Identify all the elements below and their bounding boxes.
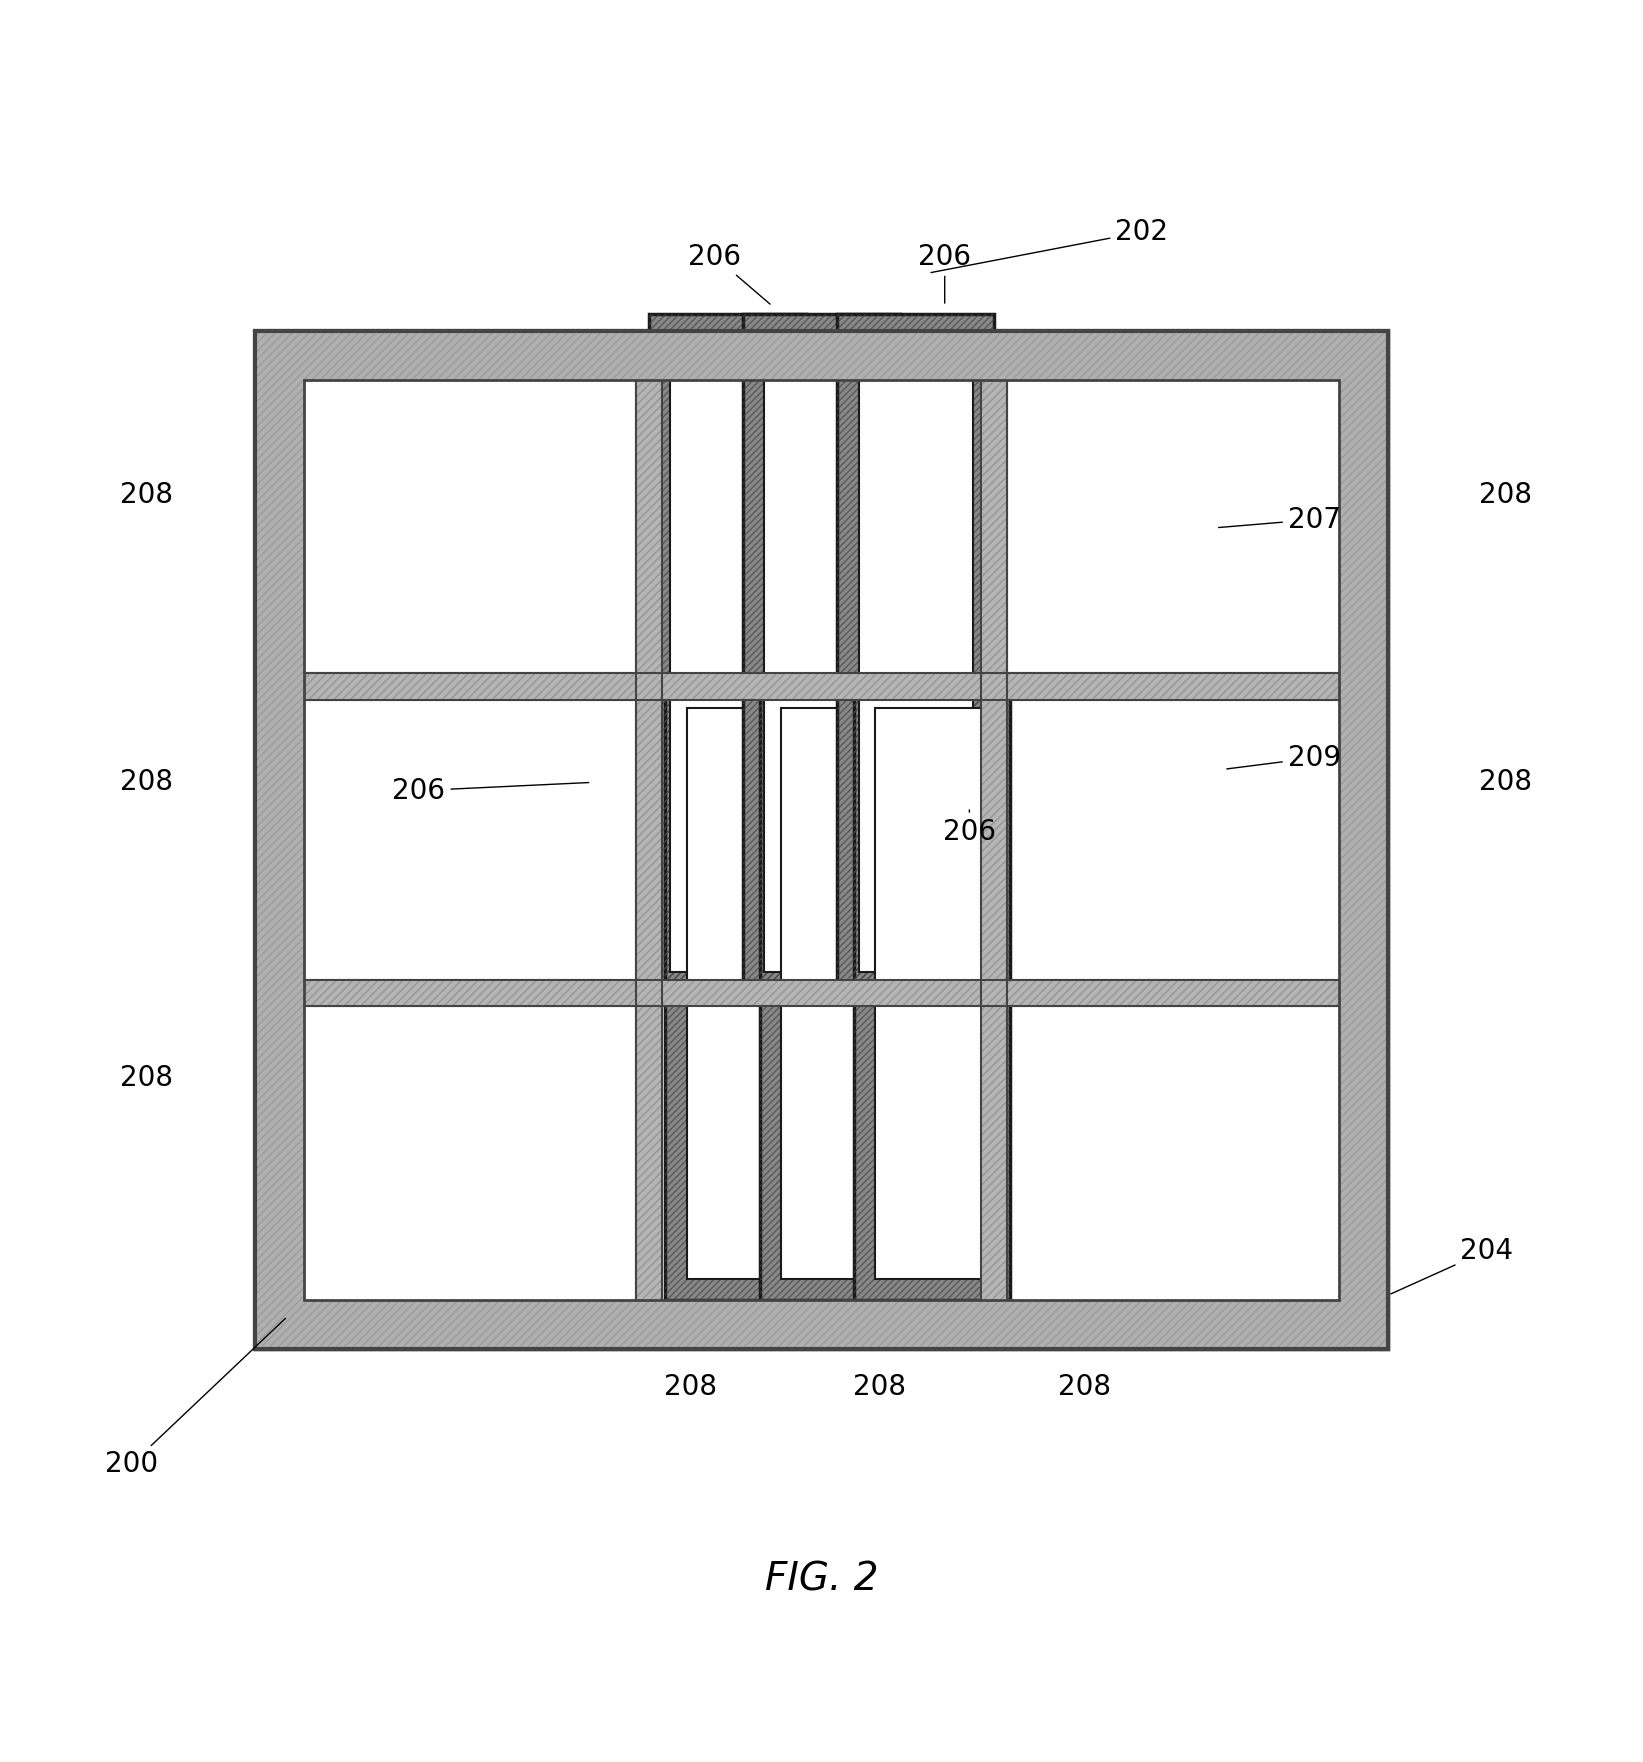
Bar bbox=[649, 314, 805, 994]
Bar bbox=[838, 314, 994, 994]
Bar bbox=[759, 687, 917, 1300]
Bar bbox=[255, 331, 1388, 1350]
Bar bbox=[838, 314, 994, 994]
Bar bbox=[255, 980, 1388, 1006]
Bar bbox=[636, 331, 662, 1350]
Bar bbox=[981, 331, 1007, 1350]
Bar bbox=[981, 331, 1007, 1350]
Bar bbox=[981, 331, 1007, 1350]
Bar bbox=[859, 335, 973, 973]
Text: 208: 208 bbox=[120, 1064, 173, 1092]
Bar bbox=[759, 687, 917, 1300]
Bar bbox=[670, 335, 784, 973]
Bar bbox=[255, 331, 304, 1350]
Bar bbox=[255, 331, 1388, 381]
Bar bbox=[255, 1300, 1388, 1350]
Text: 208: 208 bbox=[1479, 481, 1531, 509]
Bar bbox=[255, 980, 1388, 1006]
Text: 209: 209 bbox=[1227, 744, 1341, 772]
Bar bbox=[636, 331, 662, 1350]
Text: 208: 208 bbox=[1479, 768, 1531, 796]
Bar bbox=[255, 673, 1388, 700]
Text: 206: 206 bbox=[918, 243, 971, 303]
Text: 206: 206 bbox=[393, 777, 588, 805]
Text: 208: 208 bbox=[664, 1373, 716, 1401]
Bar bbox=[255, 1300, 1388, 1350]
Bar bbox=[876, 708, 989, 1279]
Bar bbox=[255, 673, 1388, 700]
Bar bbox=[636, 331, 662, 1350]
Bar bbox=[255, 980, 1388, 1006]
Bar bbox=[636, 331, 662, 1350]
Bar bbox=[780, 708, 895, 1279]
Bar bbox=[255, 331, 1388, 1350]
Text: 208: 208 bbox=[120, 481, 173, 509]
Text: 208: 208 bbox=[120, 768, 173, 796]
Bar bbox=[304, 381, 1339, 1300]
Bar bbox=[255, 673, 1388, 700]
Bar bbox=[255, 673, 1388, 700]
Bar bbox=[1339, 331, 1388, 1350]
Bar bbox=[255, 673, 1388, 700]
Text: 208: 208 bbox=[853, 1373, 905, 1401]
Bar bbox=[255, 331, 304, 1350]
Bar bbox=[304, 381, 1339, 1300]
Bar bbox=[665, 687, 822, 1300]
Bar bbox=[743, 314, 900, 994]
Text: 200: 200 bbox=[105, 1318, 286, 1478]
Bar bbox=[854, 687, 1010, 1300]
Bar bbox=[981, 331, 1007, 1350]
Bar bbox=[743, 314, 900, 994]
Text: 204: 204 bbox=[1392, 1237, 1513, 1293]
Bar bbox=[1339, 331, 1388, 1350]
Text: FIG. 2: FIG. 2 bbox=[764, 1561, 879, 1598]
Bar bbox=[255, 980, 1388, 1006]
Bar bbox=[665, 687, 822, 1300]
Bar bbox=[255, 673, 1388, 700]
Bar bbox=[981, 331, 1007, 1350]
Text: 202: 202 bbox=[932, 218, 1168, 273]
Text: 206: 206 bbox=[688, 243, 771, 305]
Bar bbox=[636, 331, 662, 1350]
Bar bbox=[255, 980, 1388, 1006]
Bar bbox=[255, 980, 1388, 1006]
Bar bbox=[854, 687, 1010, 1300]
Bar bbox=[255, 331, 1388, 381]
Bar bbox=[687, 708, 800, 1279]
Text: 207: 207 bbox=[1219, 506, 1341, 534]
Bar bbox=[764, 335, 879, 973]
Text: 208: 208 bbox=[1058, 1373, 1111, 1401]
Bar bbox=[255, 331, 1388, 1350]
Bar bbox=[981, 331, 1007, 1350]
Bar bbox=[255, 331, 1388, 1350]
Text: 206: 206 bbox=[943, 811, 996, 846]
Bar bbox=[636, 331, 662, 1350]
Bar bbox=[649, 314, 805, 994]
Bar bbox=[304, 381, 1339, 1300]
